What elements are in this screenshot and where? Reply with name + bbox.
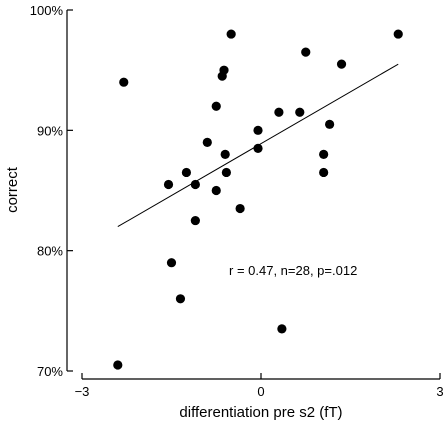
data-point [166, 258, 177, 268]
data-point [181, 167, 192, 178]
data-point [190, 179, 200, 190]
x-axis-title: differentiation pre s2 (fT) [179, 404, 342, 421]
x-tick-label: 3 [436, 384, 443, 399]
data-point [190, 215, 200, 226]
data-point [235, 203, 245, 214]
y-tick-label: 100% [30, 3, 64, 18]
y-tick-label: 80% [37, 244, 63, 259]
data-point [274, 107, 284, 117]
data-point [113, 360, 123, 370]
data-point [301, 47, 311, 57]
data-point [336, 59, 347, 69]
data-point [393, 29, 403, 39]
data-point [319, 149, 329, 159]
axes [66, 10, 440, 380]
data-point [325, 119, 335, 129]
data-point [219, 65, 229, 75]
data-point [295, 107, 305, 117]
data-point [211, 101, 221, 111]
data-point [221, 167, 231, 178]
ticks: 70% 80% 90% 100% −3 0 3 [30, 3, 444, 399]
data-point [277, 324, 287, 334]
data-point [220, 149, 230, 159]
data-point [253, 125, 263, 135]
x-tick-label: −3 [75, 384, 90, 399]
y-tick-label: 90% [37, 123, 63, 138]
data-point [253, 143, 263, 153]
y-axis-title: correct [4, 166, 21, 213]
data-point [319, 167, 329, 178]
y-tick-label: 70% [37, 364, 63, 379]
data-point [175, 294, 186, 304]
data-point [119, 77, 129, 87]
data-points [113, 29, 403, 370]
data-point [211, 185, 221, 196]
data-point [202, 137, 212, 147]
x-tick-label: 0 [257, 384, 264, 399]
data-point [226, 29, 236, 39]
stats-annotation: r = 0.47, n=28, p=.012 [229, 263, 357, 278]
data-point [163, 179, 174, 190]
